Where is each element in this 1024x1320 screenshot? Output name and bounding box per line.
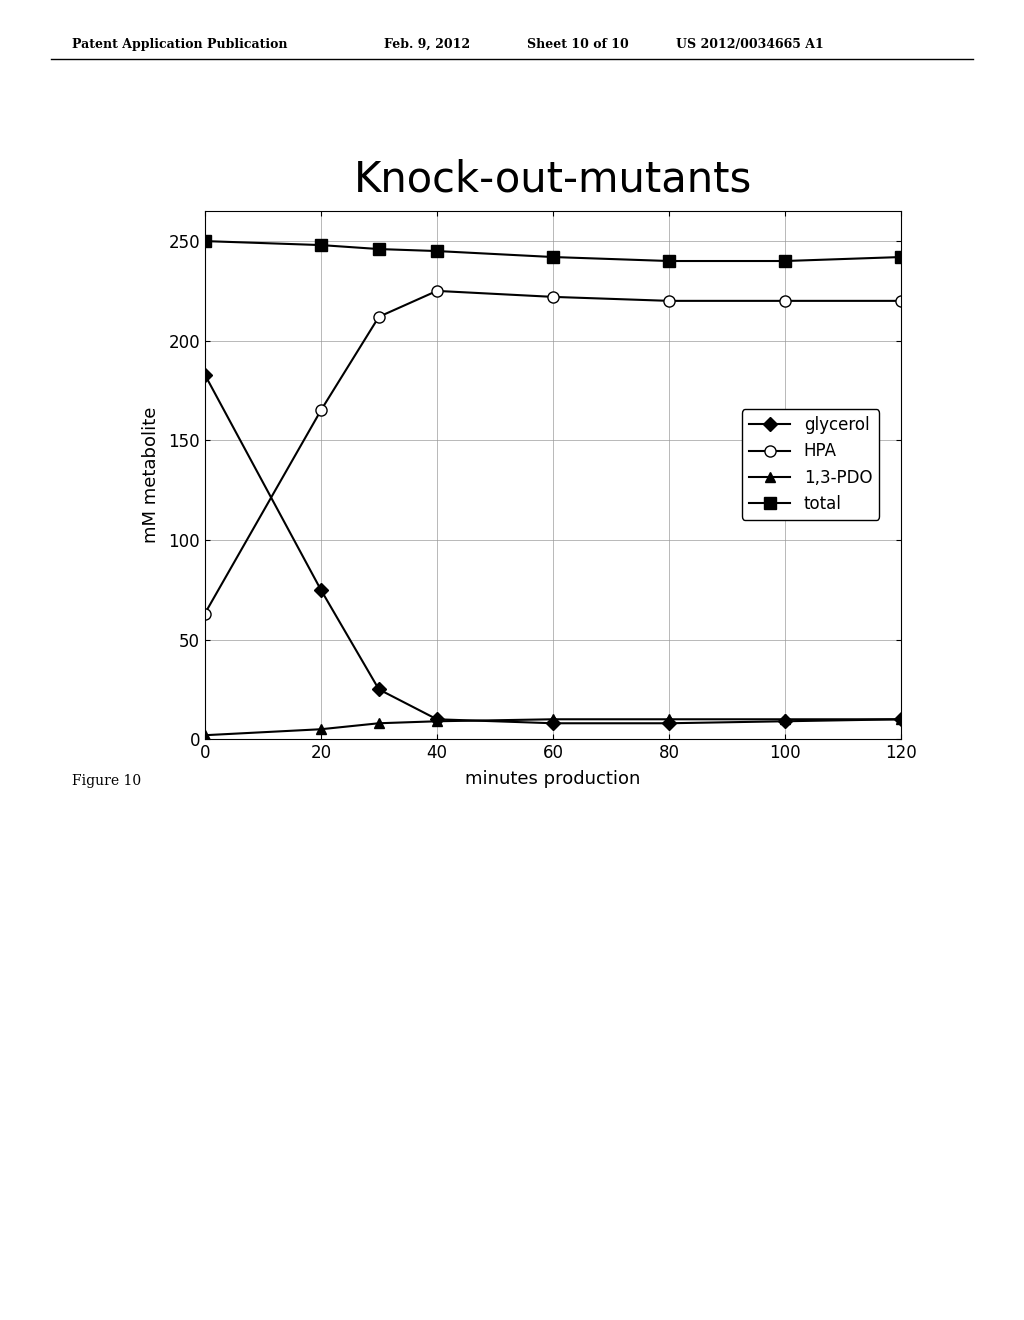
Title: Knock-out-mutants: Knock-out-mutants [354,158,752,201]
glycerol [314,582,327,598]
1,3-PDO [895,711,907,727]
total [779,253,792,269]
glycerol [547,715,559,731]
HPA [431,282,443,298]
total [431,243,443,259]
total [199,234,211,249]
HPA [199,606,211,622]
Text: US 2012/0034665 A1: US 2012/0034665 A1 [676,37,823,50]
Text: Patent Application Publication: Patent Application Publication [72,37,287,50]
1,3-PDO [663,711,675,727]
total [373,242,385,257]
1,3-PDO [547,711,559,727]
1,3-PDO [314,721,327,737]
X-axis label: minutes production: minutes production [465,771,641,788]
Line: HPA: HPA [200,285,906,619]
HPA [663,293,675,309]
total [663,253,675,269]
Line: 1,3-PDO: 1,3-PDO [200,714,906,741]
glycerol [199,367,211,383]
total [547,249,559,265]
Text: Sheet 10 of 10: Sheet 10 of 10 [527,37,629,50]
glycerol [779,713,792,729]
1,3-PDO [779,711,792,727]
glycerol [895,711,907,727]
HPA [895,293,907,309]
1,3-PDO [431,713,443,729]
Text: Figure 10: Figure 10 [72,775,141,788]
HPA [314,403,327,418]
HPA [779,293,792,309]
Line: glycerol: glycerol [200,370,906,729]
total [895,249,907,265]
glycerol [373,681,385,697]
Text: Feb. 9, 2012: Feb. 9, 2012 [384,37,470,50]
Legend: glycerol, HPA, 1,3-PDO, total: glycerol, HPA, 1,3-PDO, total [742,409,879,520]
glycerol [431,711,443,727]
HPA [373,309,385,325]
1,3-PDO [199,727,211,743]
total [314,238,327,253]
Line: total: total [200,235,906,267]
1,3-PDO [373,715,385,731]
HPA [547,289,559,305]
glycerol [663,715,675,731]
Y-axis label: mM metabolite: mM metabolite [142,407,160,544]
